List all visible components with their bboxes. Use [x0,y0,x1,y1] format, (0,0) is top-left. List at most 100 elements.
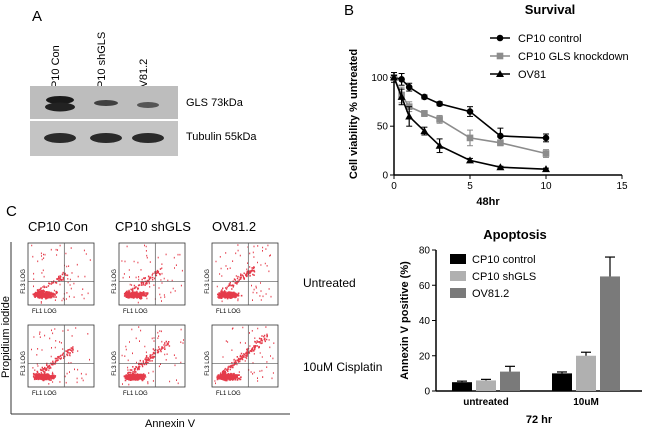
plot-y-label: FL3 LOG [21,269,27,294]
data-point [397,92,406,100]
y-axis-label: Annexin V positive (%) [399,261,411,380]
data-point [420,127,429,135]
panel-b-label: B [344,2,355,19]
data-point [436,116,443,123]
blot-band-label: GLS 73kDa [186,97,243,109]
plot-x-label: FL1 LOG [32,309,57,315]
chart-title: Apoptosis [483,227,547,242]
data-point [542,150,550,157]
legend-label: CP10 control [472,254,536,266]
data-point [542,165,550,173]
bar [452,382,472,391]
legend-label: CP10 GLS knockdown [518,51,629,63]
data-point [421,110,428,117]
x-tick-label: 0 [391,181,397,192]
legend-marker [496,34,504,42]
plot-y-label: FL3 LOG [205,351,211,376]
survival-chart: Survival 0 5 10 15 0 50 100 48hr Cell viability %… [348,2,629,208]
legend-marker [496,70,504,77]
y-tick-label: 0 [424,387,430,398]
data-point [405,83,413,91]
x-axis-label: 48hr [476,196,500,208]
flow-row-label: 10uM Cisplatin [303,360,383,374]
y-tick-label: 20 [419,351,431,362]
plot-x-label: FL1 LOG [123,391,148,397]
data-point [466,134,474,142]
data-point [405,112,414,120]
x-tick-label: 10 [540,181,552,192]
y-tick-label: 0 [382,171,388,182]
western-blot-image [30,86,178,156]
bar [476,380,496,391]
flow-dot-plot: FL3 LOG FL1 LOG [205,242,279,315]
legend-label: OV81.2 [472,288,509,300]
y-axis-label: Cell viability % untreated [348,49,360,179]
plot-y-label: FL3 LOG [112,351,118,376]
flow-dot-plot: FL3 LOG FL1 LOG [21,242,95,315]
flow-column-label: CP10 Con [28,219,88,234]
flow-column-label: OV81.2 [212,219,257,234]
legend-label: CP10 control [518,33,582,45]
event-dots [121,244,183,304]
x-axis-label: 72 hr [526,414,553,426]
blot-band-label: Tubulin 55kDa [186,131,257,143]
data-point [390,73,398,81]
chart-title: Survival [525,2,576,17]
bar [500,371,520,391]
plot-x-label: FL1 LOG [123,309,148,315]
category-label: 10uM [573,397,599,408]
flow-dot-plot: FL3 LOG FL1 LOG [21,324,95,397]
data-point [466,108,474,115]
legend-marker [496,52,504,60]
bar [552,373,572,391]
flow-dot-plot: FL3 LOG FL1 LOG [205,324,279,397]
flow-x-axis-label: Annexin V [145,418,196,430]
y-tick-label: 100 [371,73,388,84]
legend-label: CP10 shGLS [472,271,536,283]
event-dots [31,244,91,304]
flow-row-label: Untreated [303,276,356,290]
data-point [466,156,474,164]
bar [576,355,596,391]
event-dots [215,244,272,303]
y-tick-label: 50 [377,122,389,133]
data-point [436,100,443,108]
legend-swatch [450,254,466,264]
event-dots [31,327,90,385]
data-point [497,139,504,147]
flow-axes [10,242,290,415]
category-label: untreated [463,397,509,408]
series-line [393,77,547,170]
y-tick-label: 60 [419,281,431,292]
series-ov81 [390,73,550,173]
plot-y-label: FL3 LOG [21,351,27,376]
panel-a-label: A [32,8,43,25]
data-point [435,141,444,149]
x-tick-label: 15 [616,181,628,192]
data-point [497,132,504,140]
flow-dot-plot: FL3 LOG FL1 LOG [112,242,186,315]
data-point [398,76,405,83]
y-tick-label: 80 [419,246,431,257]
panel-c-label: C [6,203,17,220]
x-tick-label: 5 [467,181,473,192]
event-dots [214,326,275,385]
plot-y-label: FL3 LOG [205,269,211,294]
plot-x-label: FL1 LOG [216,309,241,315]
data-point [542,134,550,142]
legend-label: OV81 [518,69,546,81]
apoptosis-chart: Apoptosis 0 20 40 60 80 Annexin V positive (%)… [399,227,642,426]
y-tick-label: 40 [419,316,431,327]
legend-swatch [450,288,466,298]
data-point [421,93,428,101]
plot-y-label: FL3 LOG [112,269,118,294]
flow-column-label: CP10 shGLS [115,219,191,234]
legend-swatch [450,271,466,281]
flow-dot-plot: FL3 LOG FL1 LOG [112,324,186,397]
plot-x-label: FL1 LOG [216,391,241,397]
plot-x-label: FL1 LOG [32,391,57,397]
bar [600,276,620,391]
data-point [496,163,505,171]
event-dots [121,326,184,386]
